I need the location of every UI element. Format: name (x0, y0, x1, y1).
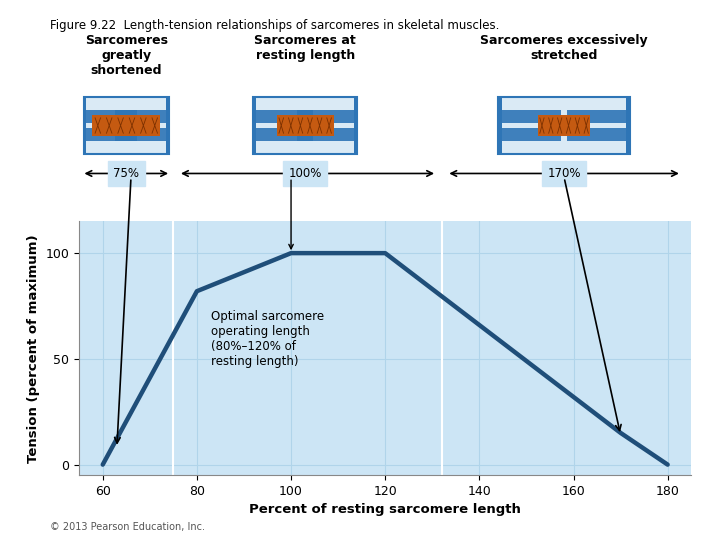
Text: © 2013 Pearson Education, Inc.: © 2013 Pearson Education, Inc. (50, 522, 205, 532)
Bar (498, 97, 502, 154)
Text: Sarcomeres
greatly
shortened: Sarcomeres greatly shortened (85, 33, 168, 77)
Text: 100%: 100% (289, 167, 322, 180)
Bar (567, 129, 626, 141)
Bar (498, 97, 630, 154)
X-axis label: Percent of resting sarcomere length: Percent of resting sarcomere length (249, 503, 521, 516)
Bar (297, 110, 354, 123)
Bar (626, 97, 630, 154)
Bar (92, 114, 160, 137)
Text: Figure 9.22  Length-tension relationships of sarcomeres in skeletal muscles.: Figure 9.22 Length-tension relationships… (50, 19, 500, 32)
Bar (354, 97, 357, 154)
Text: Sarcomeres at
resting length: Sarcomeres at resting length (254, 33, 356, 62)
Bar (256, 110, 313, 123)
Text: 170%: 170% (547, 167, 581, 180)
Y-axis label: Tension (percent of maximum): Tension (percent of maximum) (27, 234, 40, 463)
Bar (86, 110, 138, 123)
Text: Optimal sarcomere
operating length
(80%–120% of
resting length): Optimal sarcomere operating length (80%–… (211, 310, 324, 368)
Bar (276, 114, 333, 137)
Text: 75%: 75% (113, 167, 139, 180)
Bar (253, 97, 256, 154)
Text: Sarcomeres excessively
stretched: Sarcomeres excessively stretched (480, 33, 648, 62)
Bar (166, 97, 168, 154)
Bar (84, 97, 168, 154)
Bar (502, 129, 562, 141)
Bar (86, 129, 138, 141)
Bar (297, 129, 354, 141)
Bar (115, 129, 166, 141)
Bar (84, 97, 86, 154)
Bar (253, 97, 357, 154)
Bar (256, 129, 313, 141)
Bar (538, 114, 590, 137)
Bar (567, 110, 626, 123)
Bar (115, 110, 166, 123)
Bar (502, 110, 562, 123)
